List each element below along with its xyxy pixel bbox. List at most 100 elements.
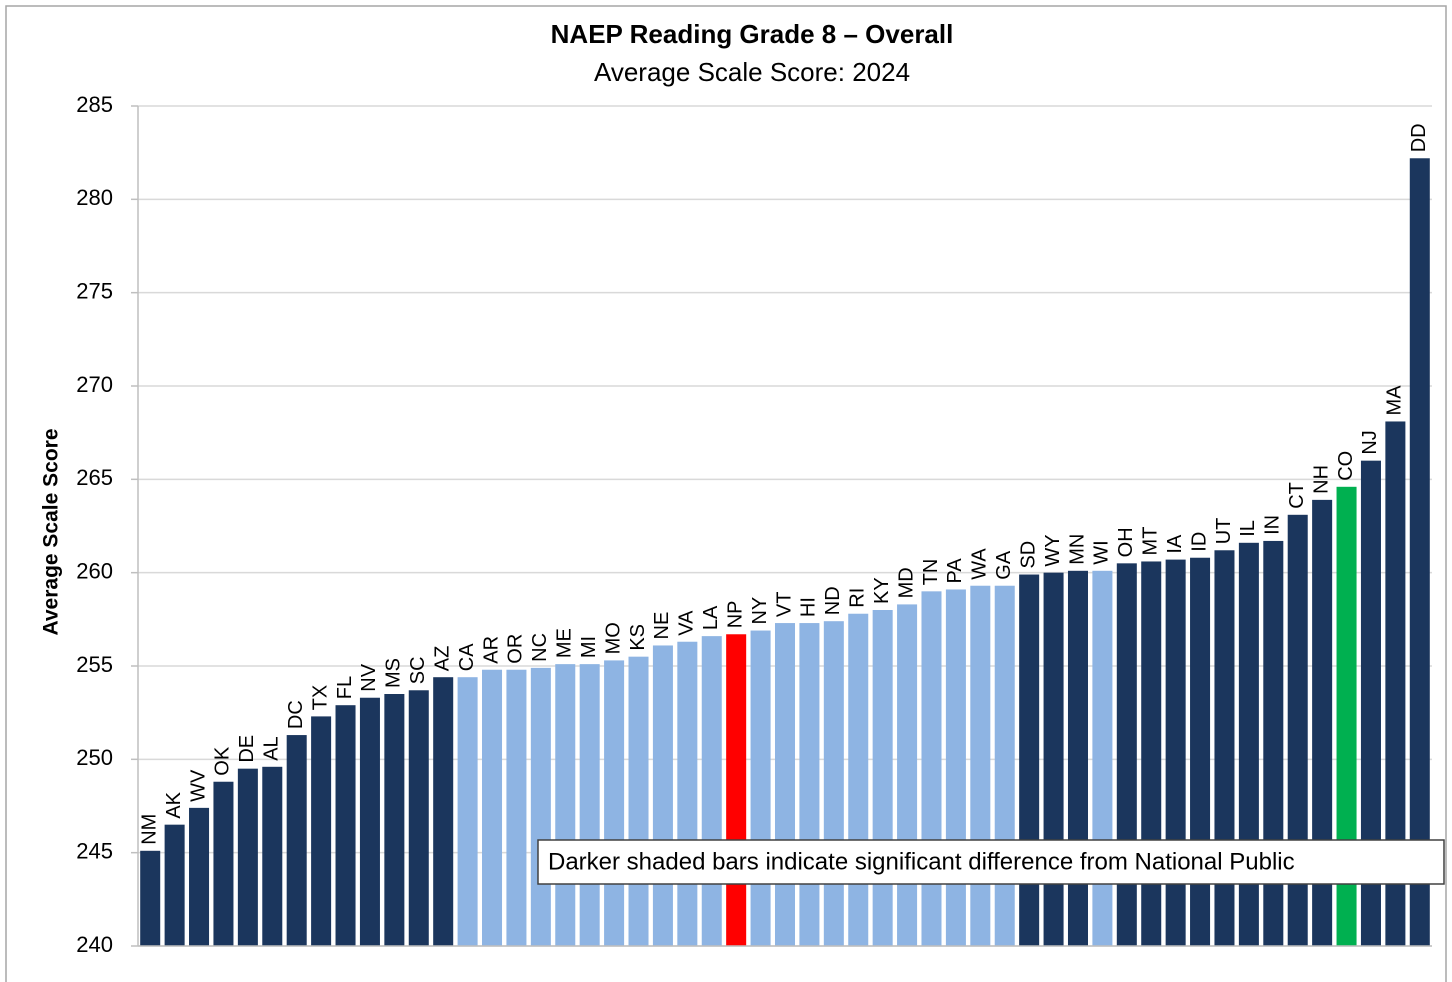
bar-category-label: SC (407, 656, 429, 684)
bar-category-label: MI (578, 636, 600, 658)
bar-category-label: OK (212, 746, 234, 776)
bar-category-label: MO (602, 622, 624, 654)
bar-category-label: CT (1286, 482, 1308, 509)
bar (1190, 557, 1211, 946)
bar (1092, 570, 1113, 946)
bar (530, 667, 551, 946)
bar (1336, 486, 1357, 946)
bar (945, 589, 966, 946)
bar (994, 585, 1015, 946)
bar-category-label: CO (1335, 451, 1357, 481)
bar-category-label: IL (1237, 520, 1259, 537)
bar (555, 664, 576, 946)
bar-category-label: NM (138, 814, 160, 845)
bar-category-label: NJ (1359, 430, 1381, 454)
y-tick-label: 270 (76, 372, 113, 397)
bar (286, 735, 307, 946)
bar (1116, 563, 1137, 946)
y-tick-label: 245 (76, 838, 113, 863)
bar (335, 705, 356, 946)
bar (1287, 514, 1308, 946)
bar-category-label: GA (993, 550, 1015, 580)
bar-category-label: TN (920, 559, 942, 586)
bar (1360, 460, 1381, 946)
bar (1165, 559, 1186, 946)
bar (189, 807, 210, 946)
bar-category-label: MD (895, 567, 917, 598)
bar (384, 694, 405, 946)
bar-category-label: ND (822, 586, 844, 615)
bar (823, 621, 844, 946)
bar-category-label: MN (1066, 534, 1088, 565)
bar (433, 677, 454, 946)
bar (1019, 574, 1040, 946)
y-tick-label: 250 (76, 745, 113, 770)
bar (408, 690, 429, 946)
bar (213, 781, 234, 946)
y-tick-label: 280 (76, 185, 113, 210)
bar-category-label: CA (456, 643, 478, 671)
bar-category-label: NE (651, 612, 673, 640)
bar-category-label: WA (969, 548, 991, 580)
bar (677, 641, 698, 946)
bar (311, 716, 332, 946)
bar-category-label: OH (1115, 527, 1137, 557)
bar (1238, 542, 1259, 946)
bar (506, 669, 527, 946)
bar (848, 613, 869, 946)
bar-category-label: IA (1164, 534, 1186, 554)
bar (701, 636, 722, 946)
y-tick-label: 255 (76, 652, 113, 677)
bar (652, 645, 673, 946)
bar-category-label: ME (554, 628, 576, 658)
bar-category-label: VT (773, 592, 795, 618)
bar (164, 824, 185, 946)
bar (628, 656, 649, 946)
bar-category-label: KY (871, 577, 893, 604)
bar (1043, 572, 1064, 946)
bar-category-label: MT (1140, 527, 1162, 556)
bar (799, 623, 820, 946)
bar (921, 591, 942, 946)
bar (1141, 561, 1162, 946)
bar-category-label: LA (700, 605, 722, 630)
bar-category-label: TX (309, 685, 331, 711)
bar-category-label: KS (627, 624, 649, 651)
bar-category-label: RI (847, 588, 869, 608)
bar-category-label: WV (187, 769, 209, 802)
bar (140, 850, 161, 946)
bar (1263, 540, 1284, 946)
bar-category-label: NH (1310, 465, 1332, 494)
bar (774, 623, 796, 946)
bar-category-label: IN (1262, 515, 1284, 535)
bar (1312, 499, 1333, 946)
annotation: Darker shaded bars indicate significant … (548, 848, 1295, 875)
bar (897, 604, 918, 946)
y-tick-label: 275 (76, 278, 113, 303)
chart-title: NAEP Reading Grade 8 – Overall (551, 19, 954, 49)
bar-category-label: AL (261, 736, 283, 760)
bar-category-label: OR (505, 634, 527, 664)
bar (482, 669, 503, 946)
bar (237, 768, 258, 946)
bar (359, 697, 380, 946)
y-tick-label: 260 (76, 558, 113, 583)
bar-category-label: DC (285, 700, 307, 729)
bar-category-label: UT (1213, 518, 1235, 545)
bar (1385, 421, 1406, 946)
bar-category-label: NC (529, 633, 551, 662)
bar-category-label: NY (749, 597, 771, 625)
bar-category-label: ID (1188, 532, 1210, 552)
bar (262, 766, 283, 946)
y-tick-label: 265 (76, 465, 113, 490)
bar (579, 664, 600, 946)
bar-category-label: NV (358, 663, 380, 691)
bar (1409, 158, 1430, 946)
bar (457, 677, 478, 946)
y-axis-label: Average Scale Score (40, 428, 63, 635)
bar (872, 610, 893, 946)
bar-category-label: HI (798, 597, 820, 617)
bar-category-label: VA (676, 610, 698, 636)
bar (726, 634, 747, 946)
